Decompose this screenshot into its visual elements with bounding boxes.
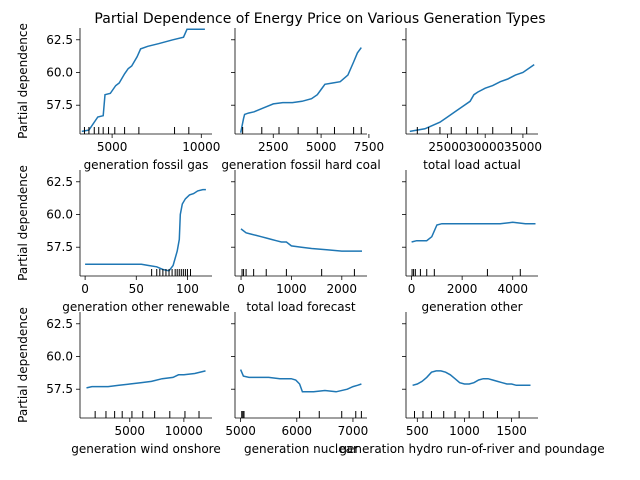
x-tick-label: 25000 (428, 140, 466, 154)
x-axis-label: total load actual (423, 158, 521, 172)
x-tick-label: 0 (81, 282, 89, 296)
x-axis-label: generation fossil hard coal (221, 158, 380, 172)
panel-6: 0 2000 4000 generation other (402, 170, 538, 314)
y-tick-label: 57.5 (46, 382, 73, 396)
y-tick-label: 62.5 (46, 175, 73, 189)
x-tick-label: 7000 (338, 424, 369, 438)
x-axis-label: total load forecast (246, 300, 356, 314)
panel-8: 5000 6000 7000 generation nuclear (225, 312, 368, 456)
pd-line (86, 370, 206, 389)
y-axis-label: Partial dependence (16, 165, 30, 281)
panel-7: 5000 10000 57.5 60.0 62.5 Partial dependence g… (16, 307, 221, 456)
pd-line (81, 28, 205, 133)
x-axis-label: generation fossil gas (84, 158, 209, 172)
x-tick-label: 5000 (306, 140, 337, 154)
x-tick-label: 2000 (327, 282, 358, 296)
x-tick-label: 30000 (466, 140, 504, 154)
panel-4: 0 50 100 57.5 60.0 62.5 Partial dependence gene… (16, 165, 230, 314)
x-axis-label: generation hydro run-of-river and pounda… (339, 442, 604, 456)
x-axis-label: generation other (421, 300, 522, 314)
x-axis-label: generation other renewable (62, 300, 229, 314)
x-tick-label: 1000 (276, 282, 307, 296)
x-tick-label: 1500 (496, 424, 527, 438)
y-tick-label: 62.5 (46, 317, 73, 331)
x-tick-label: 1000 (449, 424, 480, 438)
x-axis-label: generation nuclear (244, 442, 358, 456)
figure-title: Partial Dependence of Energy Price on Va… (94, 11, 545, 27)
y-tick-label: 57.5 (46, 98, 73, 112)
pd-line (239, 369, 362, 393)
y-tick-label: 57.5 (46, 240, 73, 254)
x-tick-label: 500 (406, 424, 429, 438)
x-tick-label: 50 (129, 282, 144, 296)
pd-line (85, 188, 206, 272)
panel-9: 500 1000 1500 generation hydro run-of-river… (339, 312, 605, 456)
x-tick-label: 4000 (497, 282, 528, 296)
x-tick-label: 10000 (165, 424, 203, 438)
x-tick-label: 7500 (354, 140, 385, 154)
pd-line (412, 370, 531, 387)
y-tick-label: 62.5 (46, 33, 73, 47)
y-tick-label: 60.0 (46, 65, 73, 79)
x-tick-label: 5000 (97, 140, 128, 154)
x-tick-label: 5000 (114, 424, 145, 438)
x-axis-label: generation wind onshore (71, 442, 220, 456)
x-tick-label: 5000 (225, 424, 256, 438)
panel-5: 0 1000 2000 total load forecast (231, 170, 367, 314)
panel-1: 5000 10000 57.5 60.0 62.5 Partial dependence g… (16, 23, 220, 172)
x-tick-label: 6000 (282, 424, 313, 438)
pd-line (409, 63, 535, 133)
x-tick-label: 10000 (182, 140, 220, 154)
y-axis-label: Partial dependence (16, 23, 30, 139)
x-tick-label: 0 (408, 282, 416, 296)
panel-2: 2500 5000 7500 generation fossil hard coal (221, 28, 384, 172)
pd-line (240, 228, 362, 252)
panel-3: 25000 30000 35000 total load actual (402, 28, 542, 172)
x-tick-label: 0 (237, 282, 245, 296)
pd-line (411, 221, 536, 243)
x-tick-label: 100 (176, 282, 199, 296)
x-tick-label: 2500 (258, 140, 289, 154)
pd-line (239, 47, 362, 133)
x-tick-label: 2000 (447, 282, 478, 296)
y-axis-label: Partial dependence (16, 307, 30, 423)
y-tick-label: 60.0 (46, 349, 73, 363)
y-tick-label: 60.0 (46, 207, 73, 221)
x-tick-label: 35000 (504, 140, 542, 154)
